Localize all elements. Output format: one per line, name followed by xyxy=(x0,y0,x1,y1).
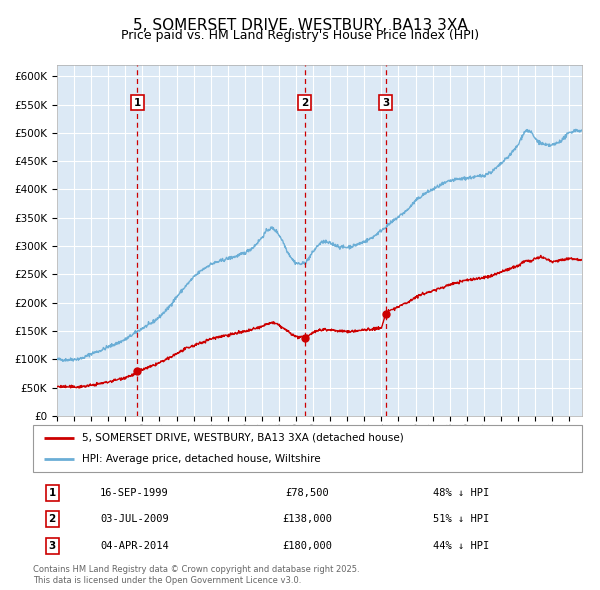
Text: 5, SOMERSET DRIVE, WESTBURY, BA13 3XA (detached house): 5, SOMERSET DRIVE, WESTBURY, BA13 3XA (d… xyxy=(82,432,404,442)
Text: 1: 1 xyxy=(49,488,56,498)
Text: 03-JUL-2009: 03-JUL-2009 xyxy=(100,514,169,524)
Text: 2: 2 xyxy=(301,98,308,108)
Text: 2: 2 xyxy=(49,514,56,524)
Text: 44% ↓ HPI: 44% ↓ HPI xyxy=(433,540,490,550)
Text: 04-APR-2014: 04-APR-2014 xyxy=(100,540,169,550)
Text: Contains HM Land Registry data © Crown copyright and database right 2025.
This d: Contains HM Land Registry data © Crown c… xyxy=(33,565,359,585)
Text: Price paid vs. HM Land Registry's House Price Index (HPI): Price paid vs. HM Land Registry's House … xyxy=(121,30,479,42)
Text: 51% ↓ HPI: 51% ↓ HPI xyxy=(433,514,490,524)
Text: 3: 3 xyxy=(382,98,389,108)
Text: 5, SOMERSET DRIVE, WESTBURY, BA13 3XA: 5, SOMERSET DRIVE, WESTBURY, BA13 3XA xyxy=(133,18,467,32)
Text: 3: 3 xyxy=(49,540,56,550)
Text: £78,500: £78,500 xyxy=(286,488,329,498)
Text: 48% ↓ HPI: 48% ↓ HPI xyxy=(433,488,490,498)
Text: £180,000: £180,000 xyxy=(283,540,332,550)
Text: HPI: Average price, detached house, Wiltshire: HPI: Average price, detached house, Wilt… xyxy=(82,454,321,464)
Text: £138,000: £138,000 xyxy=(283,514,332,524)
Text: 16-SEP-1999: 16-SEP-1999 xyxy=(100,488,169,498)
Text: 1: 1 xyxy=(134,98,141,108)
FancyBboxPatch shape xyxy=(33,425,582,472)
